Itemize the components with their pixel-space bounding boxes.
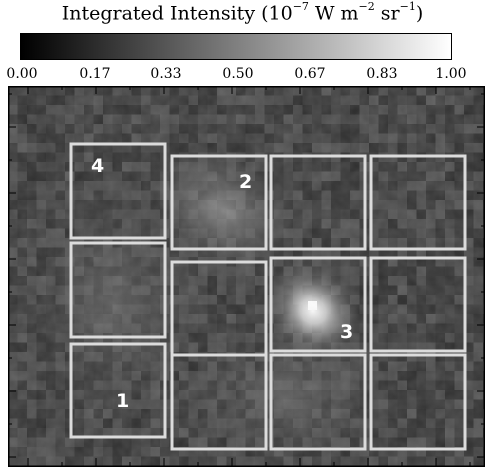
region-label-4: 4 xyxy=(91,155,104,177)
region-box xyxy=(369,256,467,353)
colorbar-tick-label: 0.33 xyxy=(150,66,182,82)
colorbar-tick-label: 0.67 xyxy=(294,66,326,82)
colorbar-tick-labels: 0.00 0.17 0.33 0.50 0.67 0.83 1.00 xyxy=(0,66,485,84)
region-box xyxy=(369,154,467,251)
map-tick-marks xyxy=(8,86,485,467)
intensity-map: 4 2 3 1 xyxy=(8,86,485,467)
region-label-2: 2 xyxy=(239,171,252,193)
map-noise xyxy=(8,86,485,467)
region-box xyxy=(69,142,167,240)
region-box xyxy=(69,342,167,439)
region-box xyxy=(170,154,268,251)
region-box xyxy=(170,353,268,451)
region-box xyxy=(69,241,167,339)
colorbar-tick-label: 0.00 xyxy=(6,66,38,82)
region-box xyxy=(369,353,467,451)
region-box xyxy=(269,256,367,353)
colorbar-tick-label: 0.83 xyxy=(366,66,398,82)
region-label-1: 1 xyxy=(116,390,129,412)
colorbar-gradient xyxy=(20,33,452,60)
colorbar-tick-label: 0.17 xyxy=(79,66,111,82)
region-label-3: 3 xyxy=(340,321,353,343)
region-boxes xyxy=(69,142,467,451)
colorbar-title: Integrated Intensity (10−7 W m−2 sr−1) xyxy=(61,0,424,25)
map-frame xyxy=(8,86,485,467)
colorbar-tick-label: 0.50 xyxy=(222,66,254,82)
region-box xyxy=(269,353,367,451)
colorbar-tick-label: 1.00 xyxy=(435,66,467,82)
region-box xyxy=(269,154,367,251)
